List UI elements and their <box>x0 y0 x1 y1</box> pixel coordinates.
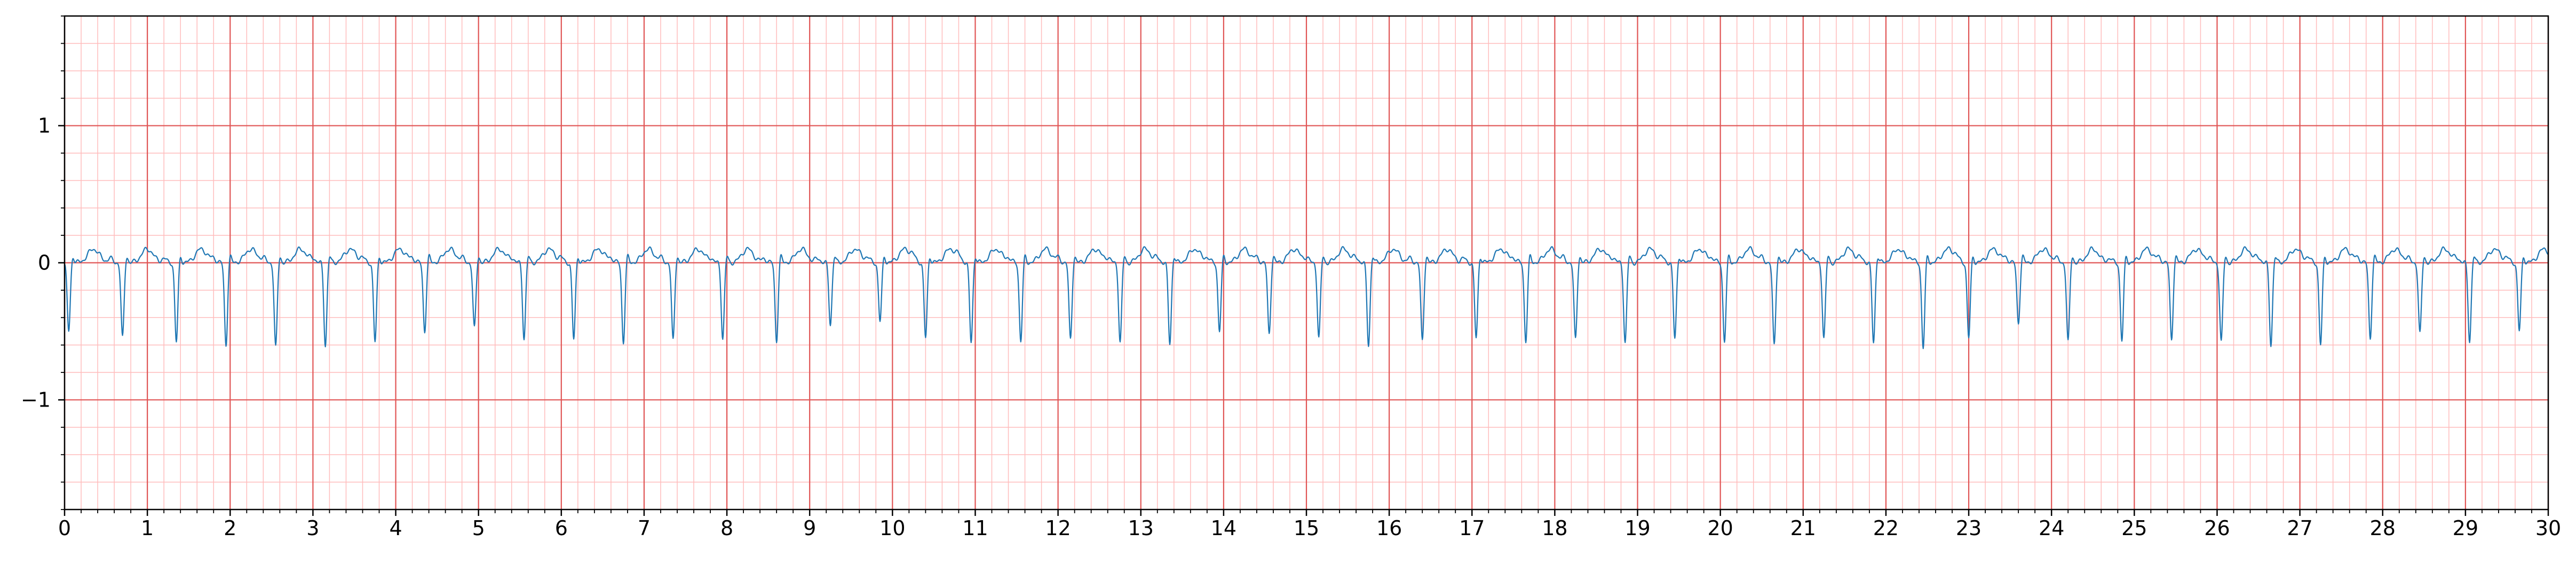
major-grid <box>64 16 2549 510</box>
x-tick-label: 9 <box>803 516 816 540</box>
x-tick-label: 10 <box>879 516 905 540</box>
x-tick-label: 22 <box>1873 516 1899 540</box>
x-tick-label: 11 <box>962 516 988 540</box>
x-tick-label: 20 <box>1707 516 1733 540</box>
series-layer <box>64 246 2549 349</box>
series-line <box>64 246 2549 349</box>
x-tick-label: 30 <box>2535 516 2561 540</box>
x-tick-label: 3 <box>306 516 319 540</box>
y-axis-ticks: −1 0 1 <box>21 15 65 510</box>
x-tick-label: 4 <box>389 516 402 540</box>
x-tick-label: 14 <box>1211 516 1237 540</box>
x-tick-label: 24 <box>2039 516 2064 540</box>
x-tick-label: 15 <box>1294 516 1319 540</box>
y-tick-label: −1 <box>21 388 51 411</box>
x-tick-label: 26 <box>2204 516 2230 540</box>
x-tick-label: 25 <box>2121 516 2147 540</box>
y-tick-label: 1 <box>38 114 51 138</box>
x-tick-label: 29 <box>2453 516 2478 540</box>
x-tick-label: 7 <box>638 516 651 540</box>
x-tick-label: 23 <box>1956 516 1981 540</box>
x-tick-label: 27 <box>2287 516 2312 540</box>
x-tick-label: 1 <box>141 516 154 540</box>
x-tick-label: 18 <box>1542 516 1567 540</box>
x-tick-label: 13 <box>1128 516 1154 540</box>
x-tick-label: 12 <box>1045 516 1071 540</box>
x-tick-label: 8 <box>720 516 733 540</box>
x-tick-label: 19 <box>1624 516 1650 540</box>
x-axis-ticks: 0 1 2 3 4 5 6 7 8 9 10 11 12 13 14 15 16 17 18 19 20 21 22 23 24… <box>58 510 2561 540</box>
x-tick-label: 6 <box>555 516 568 540</box>
x-tick-label: 2 <box>224 516 236 540</box>
x-tick-label: 17 <box>1459 516 1485 540</box>
x-tick-label: 16 <box>1376 516 1402 540</box>
x-tick-label: 28 <box>2370 516 2396 540</box>
x-tick-label: 0 <box>58 516 71 540</box>
y-tick-label: 0 <box>38 251 51 275</box>
x-tick-label: 5 <box>472 516 485 540</box>
x-tick-label: 21 <box>1790 516 1816 540</box>
